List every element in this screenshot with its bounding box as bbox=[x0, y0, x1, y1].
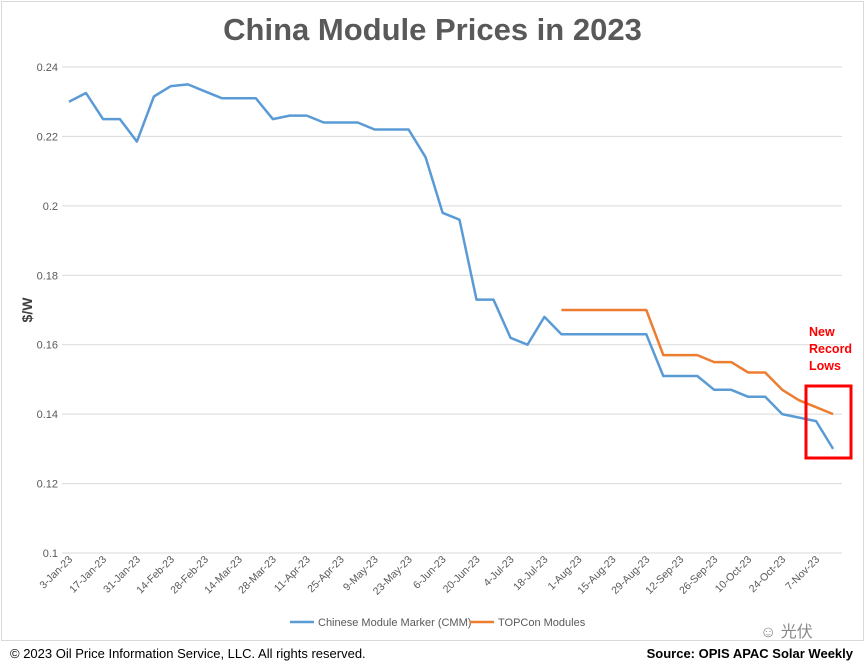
y-tick-label: 0.18 bbox=[37, 270, 58, 282]
y-tick-label: 0.2 bbox=[43, 201, 58, 213]
chart-frame bbox=[1, 1, 864, 641]
x-tick-label: 20-Jun-23 bbox=[441, 554, 483, 596]
watermark: ☺ 光伏 bbox=[760, 618, 813, 642]
chart-title: China Module Prices in 2023 bbox=[223, 12, 642, 47]
copyright-text: © 2023 Oil Price Information Service, LL… bbox=[10, 646, 366, 661]
legend-label: TOPCon Modules bbox=[498, 617, 586, 629]
x-tick-label: 25-Apr-23 bbox=[305, 554, 347, 596]
annotation-text: Lows bbox=[809, 359, 841, 373]
source-text: Source: OPIS APAC Solar Weekly bbox=[646, 646, 853, 661]
y-tick-label: 0.1 bbox=[43, 548, 58, 560]
y-axis-label: $/W bbox=[19, 297, 35, 323]
annotation-box bbox=[804, 384, 853, 460]
annotation-text: Record bbox=[809, 342, 852, 356]
legend-label: Chinese Module Marker (CMM) bbox=[318, 617, 471, 629]
series-line-cmm bbox=[68, 83, 835, 450]
wechat-icon: ☺ bbox=[760, 624, 777, 641]
y-tick-label: 0.12 bbox=[37, 479, 58, 491]
x-tick-label: 7-Nov-23 bbox=[783, 554, 822, 593]
annotation-text: New bbox=[809, 325, 835, 339]
x-tick-label: 18-Jul-23 bbox=[511, 554, 551, 594]
y-tick-label: 0.16 bbox=[37, 340, 58, 352]
x-tick-label: 24-Oct-23 bbox=[747, 554, 789, 596]
watermark-text: 光伏 bbox=[780, 624, 813, 641]
y-tick-label: 0.14 bbox=[37, 409, 58, 421]
y-tick-label: 0.22 bbox=[37, 131, 58, 143]
y-tick-label: 0.24 bbox=[37, 62, 58, 74]
series-line-topcon bbox=[561, 308, 834, 416]
